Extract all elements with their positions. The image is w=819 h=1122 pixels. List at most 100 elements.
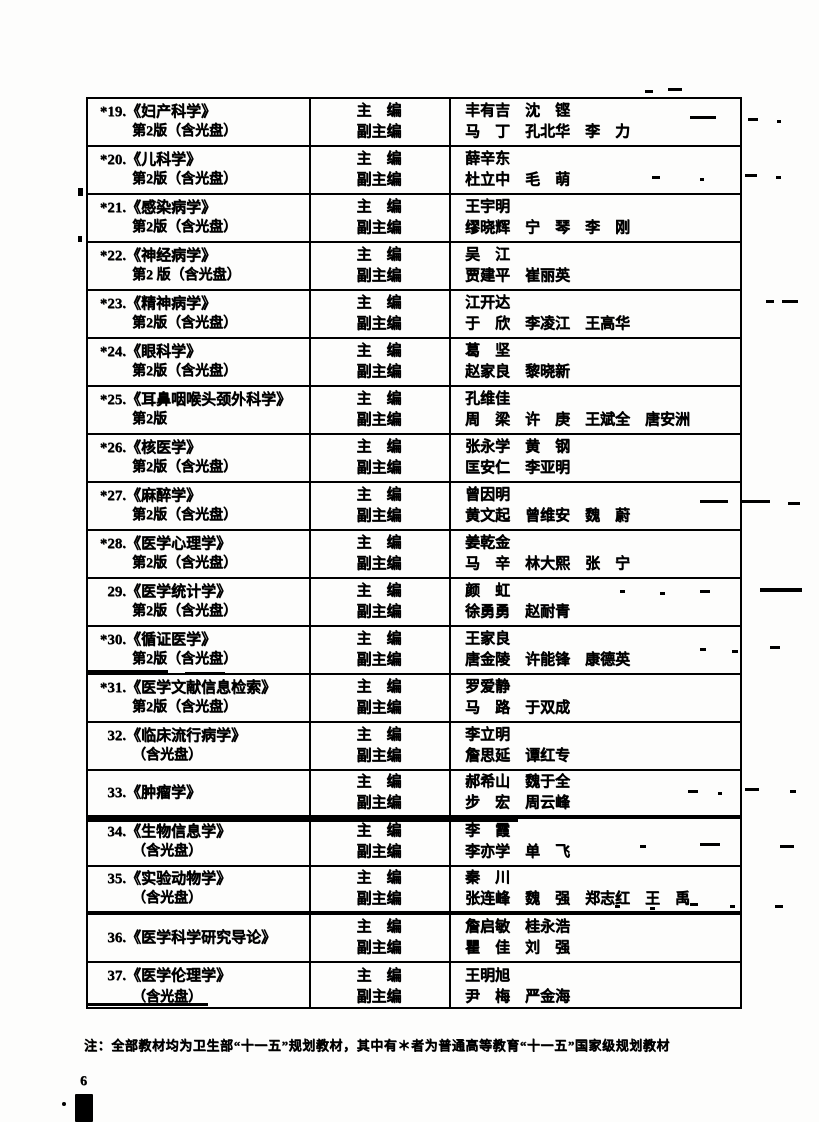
- book-title-cell: 33.《肿瘤学》: [88, 771, 309, 815]
- deputy-editor-label: 副主编: [356, 700, 402, 716]
- book-title: 《医学统计学》: [126, 583, 232, 600]
- book-number: 29.: [107, 583, 126, 600]
- deputy-editor-label: 副主编: [356, 220, 402, 236]
- book-number: 34.: [107, 823, 126, 840]
- deputy-editor-names: 周 梁 许 庚 王斌全 唐安洲: [465, 412, 691, 428]
- book-edition: 第2版（含光盘）: [132, 604, 237, 620]
- chief-editor-names: 姜乾金: [465, 535, 511, 551]
- book-edition: 第2 版（含光盘）: [132, 268, 241, 284]
- editor-role-cell: 主 编 副主编: [309, 819, 449, 865]
- book-title-cell: *23.《精神病学》 第2版（含光盘）: [88, 291, 309, 337]
- chief-editor-names: 王家良: [465, 631, 511, 647]
- book-number: *24.: [99, 343, 126, 360]
- editor-role-cell: 主 编 副主编: [309, 627, 449, 673]
- deputy-editor-names: 徐勇勇 赵耐青: [465, 604, 571, 620]
- chief-editor-names: 李 霞: [465, 823, 511, 839]
- deputy-editor-names: 贾建平 崔丽英: [465, 268, 571, 284]
- book-title-line: *24.《眼科学》: [88, 344, 309, 361]
- column-divider-1: [309, 99, 311, 1007]
- footnote: 注：全部教材均为卫生部“十一五”规划教材，其中有＊者为普通高等教育“十一五”国家…: [84, 1038, 671, 1053]
- table-row: *19.《妇产科学》 第2版（含光盘） 主 编 副主编 丰有吉 沈 铿 马 丁 …: [88, 99, 740, 147]
- book-number: *31.: [99, 679, 126, 696]
- scan-artifact: [775, 905, 783, 908]
- editor-names-cell: 江开达 于 欣 李凌江 王高华: [449, 291, 740, 337]
- book-title-cell: *24.《眼科学》 第2版（含光盘）: [88, 339, 309, 385]
- table-row: 29.《医学统计学》 第2版（含光盘） 主 编 副主编 颜 虹 徐勇勇 赵耐青: [88, 579, 740, 627]
- editor-names-cell: 张永学 黄 钢 匡安仁 李亚明: [449, 435, 740, 481]
- chief-editor-label: 主 编: [356, 727, 402, 743]
- book-number: *21.: [99, 199, 126, 216]
- book-edition: （含光盘）: [132, 748, 202, 764]
- scan-artifact: [718, 792, 722, 795]
- deputy-editor-names: 马 丁 孔北华 李 力: [465, 124, 631, 140]
- book-edition: 第2版（含光盘）: [132, 460, 237, 476]
- book-title-cell: 35.《实验动物学》 （含光盘）: [88, 867, 309, 911]
- book-title: 《麻醉学》: [126, 487, 202, 504]
- scan-artifact: [615, 905, 620, 908]
- editor-role-cell: 主 编 副主编: [309, 771, 449, 815]
- table-row: *24.《眼科学》 第2版（含光盘） 主 编 副主编 葛 坚 赵家良 黎晓新: [88, 339, 740, 387]
- chief-editor-names: 秦 川: [465, 870, 511, 887]
- scan-artifact: [700, 648, 706, 651]
- deputy-editor-names: 詹思延 谭红专: [465, 748, 571, 764]
- book-title-line: *25.《耳鼻咽喉头颈外科学》: [88, 392, 309, 409]
- scan-artifact: [777, 120, 781, 123]
- deputy-editor-names: 于 欣 李凌江 王高华: [465, 316, 631, 332]
- book-title-line: 29.《医学统计学》: [88, 584, 309, 601]
- deputy-editor-names: 缪晓辉 宁 琴 李 刚: [465, 220, 631, 236]
- book-number: *30.: [99, 631, 126, 648]
- book-title: 《生物信息学》: [126, 823, 232, 840]
- book-title: 《神经病学》: [126, 247, 217, 264]
- editor-role-cell: 主 编 副主编: [309, 867, 449, 911]
- book-number: 32.: [107, 727, 126, 744]
- scan-artifact: [700, 500, 728, 503]
- deputy-editor-names: 尹 梅 严金海: [465, 989, 571, 1006]
- book-title-line: *28.《医学心理学》: [88, 536, 309, 553]
- editor-names-cell: 李立明 詹思延 谭红专: [449, 723, 740, 769]
- chief-editor-label: 主 编: [356, 919, 402, 935]
- scan-artifact: [640, 845, 646, 848]
- book-number: *20.: [99, 151, 126, 168]
- table-row: *23.《精神病学》 第2版（含光盘） 主 编 副主编 江开达 于 欣 李凌江 …: [88, 291, 740, 339]
- editor-role-cell: 主 编 副主编: [309, 147, 449, 193]
- book-title-cell: *27.《麻醉学》 第2版（含光盘）: [88, 483, 309, 529]
- column-divider-2: [449, 99, 451, 1007]
- book-title: 《感染病学》: [126, 199, 217, 216]
- book-title-line: 36.《医学科学研究导论》: [88, 930, 309, 947]
- chief-editor-label: 主 编: [356, 631, 402, 647]
- scan-artifact: [780, 845, 794, 848]
- scan-artifact: [745, 174, 757, 177]
- table-rows-container: *19.《妇产科学》 第2版（含光盘） 主 编 副主编 丰有吉 沈 铿 马 丁 …: [88, 99, 740, 1007]
- book-title-line: *20.《儿科学》: [88, 152, 309, 169]
- table-row: *27.《麻醉学》 第2版（含光盘） 主 编 副主编 曾因明 黄文起 曾维安 魏…: [88, 483, 740, 531]
- scan-artifact: [742, 500, 770, 503]
- editor-role-cell: 主 编 副主编: [309, 915, 449, 961]
- deputy-editor-label: 副主编: [356, 508, 402, 524]
- book-title-line: *23.《精神病学》: [88, 296, 309, 313]
- chief-editor-names: 江开达: [465, 295, 511, 311]
- book-number: 37.: [107, 968, 126, 985]
- book-number: *26.: [99, 439, 126, 456]
- ink-dot-artifact: [62, 1102, 66, 1106]
- scan-artifact: [700, 178, 704, 181]
- book-edition: 第2版（含光盘）: [132, 220, 237, 236]
- deputy-editor-label: 副主编: [356, 124, 402, 140]
- deputy-editor-names: 杜立中 毛 萌: [465, 172, 571, 188]
- editor-names-cell: 姜乾金 马 辛 林大熙 张 宁: [449, 531, 740, 577]
- table-row: *28.《医学心理学》 第2版（含光盘） 主 编 副主编 姜乾金 马 辛 林大熙…: [88, 531, 740, 579]
- book-title-line: *27.《麻醉学》: [88, 488, 309, 505]
- chief-editor-names: 曾因明: [465, 487, 511, 503]
- scan-artifact: [88, 818, 518, 822]
- scan-artifact: [766, 300, 774, 303]
- editor-names-cell: 丰有吉 沈 铿 马 丁 孔北华 李 力: [449, 99, 740, 145]
- chief-editor-label: 主 编: [356, 823, 402, 839]
- editor-names-cell: 颜 虹 徐勇勇 赵耐青: [449, 579, 740, 625]
- deputy-editor-label: 副主编: [356, 604, 402, 620]
- book-title: 《医学伦理学》: [126, 968, 232, 985]
- editor-role-cell: 主 编 副主编: [309, 195, 449, 241]
- scan-artifact: [650, 907, 655, 910]
- book-title-cell: 36.《医学科学研究导论》: [88, 915, 309, 961]
- scan-artifact: [790, 790, 796, 793]
- deputy-editor-names: 唐金陵 许能锋 康德英: [465, 652, 631, 668]
- book-title-line: 35.《实验动物学》: [88, 871, 309, 888]
